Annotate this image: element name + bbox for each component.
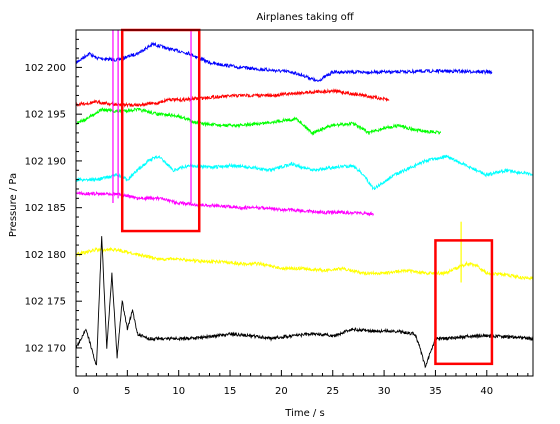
x-tick-label: 10: [172, 386, 185, 397]
chart-title: Airplanes taking off: [256, 12, 354, 23]
series-layer: [75, 41, 534, 369]
series-line-1: [75, 41, 493, 83]
y-tick-label: 102 195: [25, 110, 66, 121]
y-tick-label: 102 185: [25, 203, 66, 214]
y-tick-label: 102 170: [25, 343, 66, 354]
series-line-4: [75, 154, 534, 191]
plot-frame: [75, 29, 534, 377]
x-tick-label: 25: [326, 386, 339, 397]
series-line-6: [75, 246, 534, 281]
x-tick-label: 40: [480, 386, 493, 397]
series-line-7: [75, 236, 534, 369]
series-line-2: [75, 88, 390, 109]
y-tick-label: 102 190: [25, 156, 66, 167]
highlight-box-right: [434, 239, 494, 366]
x-tick-label: 35: [429, 386, 442, 397]
y-tick-label: 102 175: [25, 297, 66, 308]
x-tick-label: 15: [224, 386, 237, 397]
axes-layer: 0 5 10 15 20 25 30 35 40 102 170 102 175 102 180 102…: [25, 29, 534, 397]
x-tick-label: 30: [378, 386, 391, 397]
y-tick-label: 102 200: [25, 63, 66, 74]
x-tick-label: 20: [275, 386, 288, 397]
x-axis-label: Time / s: [284, 408, 324, 419]
series-line-5: [75, 190, 374, 217]
x-tick-label: 5: [124, 386, 130, 397]
series-line-3: [75, 107, 442, 136]
y-axis-label: Pressure / Pa: [8, 173, 19, 237]
x-tick-label: 0: [73, 386, 79, 397]
y-tick-label: 102 180: [25, 250, 66, 261]
